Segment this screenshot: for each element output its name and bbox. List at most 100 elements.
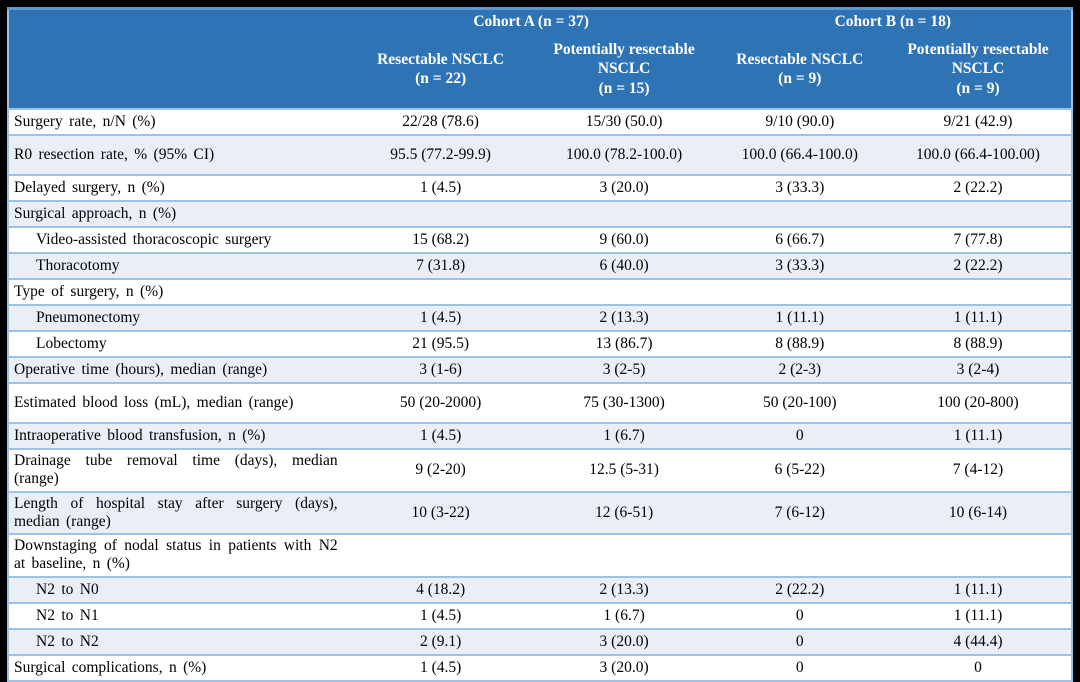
cohort-a-header: Cohort A (n = 37) [347,7,715,32]
cell-value: 6 (5-22) [774,461,825,479]
column-header-potentially-resectable-b: Potentially resectable NSCLC (n = 9) [884,32,1072,109]
cell-value [885,534,1072,577]
cell-value: 75 (30-1300) [583,393,665,411]
cell-value: 3 (2-5) [602,360,646,378]
table-row: Surgical complications, n (%) 1 (4.5) 3 (2… [8,654,1072,681]
table-row: Surgical approach, n (%) [8,201,1072,227]
table-row: N2 to N0 4 (18.2) 2 (13.3) 2 (22.2) 1 (11.1) [8,576,1072,603]
column-header-label: Potentially resectable NSCLC [553,40,695,78]
column-header-n: (n = 22) [415,70,467,87]
cell-value: 9/21 (42.9) [943,112,1013,130]
table-row: Downstaging of nodal status in patients … [8,534,1072,577]
cell-value: 4 (18.2) [416,580,466,598]
cell-value: 8 (88.9) [775,334,825,352]
cell-value: 1 (4.5) [419,308,462,326]
cell-value: 1 (11.1) [953,580,1003,598]
row-label: Pneumonectomy [36,308,141,326]
cell-value [715,201,885,227]
cell-value: 0 [974,658,982,676]
column-header-n: (n = 15) [598,79,650,97]
cell-value: 2 (22.2) [953,256,1003,274]
cell-value [348,534,534,577]
row-label: Intraoperative blood transfusion, n (%) [14,426,266,444]
cell-value: 12.5 (5-31) [589,461,659,479]
cell-value: 100.0 (66.4-100.00) [915,145,1040,163]
cell-value: 1 (11.1) [775,308,825,326]
cell-value: 9 (2-20) [415,461,466,479]
cell-value: 2 (13.3) [599,580,649,598]
cell-value: 2 (2-3) [778,360,822,378]
row-label: R0 resection rate, % (95% CI) [14,145,215,163]
table-row: Delayed surgery, n (%) 1 (4.5) 3 (20.0) 3 (… [8,175,1072,201]
cell-value: 95.5 (77.2-99.9) [390,145,491,163]
cell-value: 1 (11.1) [953,308,1003,326]
cell-value: 15 (68.2) [412,230,470,248]
figure-frame: Cohort A (n = 37) Cohort B (n = 18) Rese… [7,7,1073,682]
table-header: Cohort A (n = 37) Cohort B (n = 18) Rese… [8,7,1072,109]
cell-value: 10 (3-22) [411,503,470,521]
row-label: Drainage tube removal time (days), media… [14,452,338,488]
table-row: Lobectomy 21 (95.5) 13 (86.7) 8 (88.9) 8 (88… [8,331,1072,357]
cell-value: 9/10 (90.0) [765,112,835,130]
table-row: Type of surgery, n (%) [8,279,1072,305]
cell-value: 6 (40.0) [599,256,649,274]
row-label: N2 to N1 [36,606,99,624]
cell-value: 7 (4-12) [952,461,1004,479]
cell-value: 3 (20.0) [599,658,649,676]
cell-value: 0 [795,606,804,624]
cell-value: 3 (1-6) [419,360,462,378]
surgery-outcomes-table: Cohort A (n = 37) Cohort B (n = 18) Rese… [7,7,1073,682]
cell-value: 13 (86.7) [595,334,653,352]
cell-value: 100.0 (66.4-100.0) [741,145,858,163]
column-header-resectable-b: Resectable NSCLC (n = 9) [714,32,885,109]
cell-value [348,279,534,305]
cell-value: 1 (11.1) [953,606,1003,624]
cohort-b-header: Cohort B (n = 18) [714,7,1072,32]
cell-value: 3 (20.0) [599,178,649,196]
table-row: Surgery rate, n/N (%) 22/28 (78.6) 15/30 (… [8,109,1072,135]
cell-value: 3 (33.3) [775,178,825,196]
cell-value: 15/30 (50.0) [585,112,663,130]
table-row: N2 to N1 1 (4.5) 1 (6.7) 0 1 (11.1) [8,602,1072,629]
table-body: Surgery rate, n/N (%) 22/28 (78.6) 15/30 (… [8,109,1072,681]
cell-value: 7 (77.8) [953,230,1003,248]
cell-value: 1 (11.1) [953,426,1003,444]
cell-value [348,201,534,227]
cell-value [715,279,885,305]
cell-value: 2 (22.2) [953,178,1003,196]
cell-value: 8 (88.9) [953,334,1003,352]
row-label: Downstaging of nodal status in patients … [14,537,338,573]
column-header-n: (n = 9) [778,70,822,87]
cell-value: 10 (6-14) [948,503,1008,521]
cell-value [534,279,715,305]
row-label: Thoracotomy [36,256,120,274]
row-label: Delayed surgery, n (%) [14,178,165,196]
row-label: Type of surgery, n (%) [14,282,164,300]
table-row: Thoracotomy 7 (31.8) 6 (40.0) 3 (33.3) 2 (22… [8,253,1072,279]
column-header-potentially-resectable-a: Potentially resectable NSCLC (n = 15) [533,32,715,109]
table-row: Length of hospital stay after surgery (d… [8,491,1072,535]
column-header-label: Resectable NSCLC [736,50,864,68]
cell-value: 1 (4.5) [419,426,462,444]
row-label: Estimated blood loss (mL), median (range… [14,393,294,411]
table-row: N2 to N2 2 (9.1) 3 (20.0) 0 4 (44.4) [8,628,1072,655]
table-row: R0 resection rate, % (95% CI) 95.5 (77.2-… [8,135,1072,175]
cell-value: 1 (6.7) [603,426,645,444]
cohort-header-row: Cohort A (n = 37) Cohort B (n = 18) [8,7,1072,32]
cell-value: 100.0 (78.2-100.0) [565,145,683,163]
cell-value: 2 (9.1) [419,632,462,650]
row-label: Surgical approach, n (%) [14,204,177,222]
cell-value: 100 (20-800) [937,393,1019,411]
row-label: Surgery rate, n/N (%) [14,112,156,130]
row-label: Operative time (hours), median (range) [14,360,268,378]
cell-value: 2 (13.3) [599,308,649,326]
cell-value [885,201,1072,227]
cell-value [885,279,1072,305]
cell-value: 3 (33.3) [775,256,825,274]
row-label: Surgical complications, n (%) [14,658,207,676]
table-row: Pneumonectomy 1 (4.5) 2 (13.3) 1 (11.1) 1 (1… [8,305,1072,331]
cell-value: 6 (66.7) [775,230,825,248]
corner-cell [8,7,348,32]
cell-value: 2 (22.2) [775,580,825,598]
cell-value [534,534,715,577]
